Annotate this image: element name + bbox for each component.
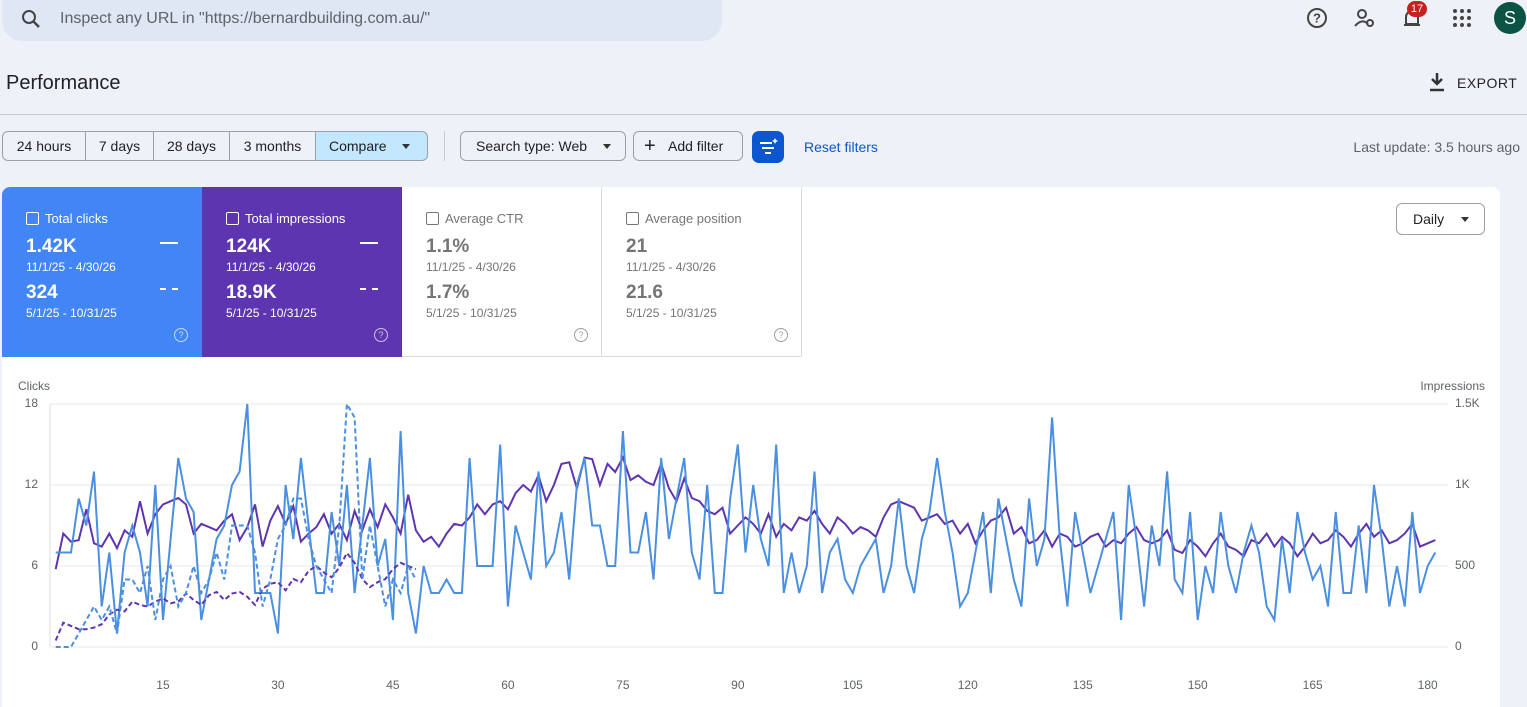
y-axis-label: Clicks [18, 379, 50, 393]
metric-previous: 1.7% [426, 282, 470, 303]
granularity-select[interactable]: Daily [1396, 203, 1485, 235]
search-type-button[interactable]: Search type: Web [460, 131, 626, 161]
metric-card[interactable]: Total impressions 124K 11/1/25 - 4/30/26… [202, 187, 402, 357]
y2-tick-label: 500 [1455, 558, 1475, 572]
dropdown-arrow [1461, 217, 1469, 226]
previous-line [55, 400, 417, 648]
search-placeholder: Inspect any URL in "https://bernardbuild… [60, 10, 431, 27]
y2-tick-label: 0 [1455, 639, 1462, 653]
metric-card[interactable]: Average position 21 11/1/25 - 4/30/26 21… [602, 187, 802, 357]
range-button[interactable]: 7 days [85, 131, 154, 161]
apps-icon[interactable] [1452, 8, 1472, 28]
metric-label: Average position [645, 211, 742, 226]
notification-badge: 17 [1407, 1, 1427, 17]
dashed-legend [160, 288, 178, 290]
x-tick-label: 30 [271, 678, 285, 692]
solid-legend [360, 242, 378, 244]
metric-label: Total impressions [245, 211, 346, 226]
filter-icon-button[interactable] [752, 131, 784, 163]
metric-current-range: 11/1/25 - 4/30/26 [26, 260, 116, 274]
x-tick-label: 105 [843, 678, 863, 692]
metric-previous-range: 5/1/25 - 10/31/25 [426, 306, 517, 320]
add-filter-label: Add filter [668, 138, 724, 154]
x-tick-label: 75 [616, 678, 630, 692]
y-tick-label: 18 [25, 396, 39, 410]
dropdown-arrow [402, 144, 410, 153]
metric-card[interactable]: Total clicks 1.42K 11/1/25 - 4/30/26 324… [2, 187, 202, 357]
x-tick-label: 180 [1418, 678, 1438, 692]
metric-label: Average CTR [445, 211, 524, 226]
x-tick-label: 135 [1073, 678, 1093, 692]
x-tick-label: 150 [1188, 678, 1208, 692]
previous-line [54, 551, 417, 641]
add-filter-button[interactable]: + Add filter [633, 131, 743, 161]
solid-legend [160, 242, 178, 244]
search-icon [22, 10, 40, 28]
search-type-label: Search type: Web [476, 138, 588, 154]
checkbox[interactable] [26, 212, 39, 225]
x-tick-label: 15 [156, 678, 170, 692]
range-button[interactable]: 3 months [229, 131, 316, 161]
metric-current: 1.42K [26, 236, 77, 257]
checkbox[interactable] [226, 212, 239, 225]
x-tick-label: 120 [958, 678, 978, 692]
checkbox[interactable] [626, 212, 639, 225]
metric-current-range: 11/1/25 - 4/30/26 [226, 260, 316, 274]
current-line [55, 403, 1437, 634]
help-icon[interactable]: ? [174, 328, 188, 342]
y2-tick-label: 1.5K [1455, 396, 1480, 410]
metric-card[interactable]: Average CTR 1.1% 11/1/25 - 4/30/26 1.7% … [402, 187, 602, 357]
metric-previous-range: 5/1/25 - 10/31/25 [226, 306, 317, 320]
help-icon[interactable]: ? [1305, 6, 1329, 30]
metric-previous-range: 5/1/25 - 10/31/25 [26, 306, 117, 320]
metric-current: 21 [626, 236, 648, 257]
svg-text:?: ? [1313, 10, 1321, 25]
help-icon[interactable]: ? [774, 328, 788, 342]
y-tick-label: 12 [25, 477, 39, 491]
metric-current-range: 11/1/25 - 4/30/26 [426, 260, 516, 274]
last-update: Last update: 3.5 hours ago [1353, 139, 1520, 155]
user-settings-icon[interactable] [1352, 6, 1376, 30]
y-tick-label: 6 [31, 558, 38, 572]
plus-icon: + [644, 135, 656, 157]
page-title: Performance [6, 72, 121, 94]
separator [444, 131, 445, 161]
granularity-label: Daily [1413, 211, 1445, 227]
export-button[interactable]: EXPORT [1457, 75, 1518, 91]
x-tick-label: 60 [501, 678, 515, 692]
dashed-legend [360, 288, 378, 290]
y2-tick-label: 1K [1455, 477, 1470, 491]
metric-previous: 21.6 [626, 282, 663, 303]
y2-axis-label: Impressions [1420, 379, 1485, 393]
x-tick-label: 45 [386, 678, 400, 692]
range-button[interactable]: 24 hours [2, 131, 86, 161]
help-icon[interactable]: ? [374, 328, 388, 342]
metric-previous: 18.9K [226, 282, 277, 303]
search-bar[interactable]: Inspect any URL in "https://bernardbuild… [2, 0, 722, 41]
compare-button[interactable]: Compare [315, 131, 428, 161]
range-button[interactable]: 28 days [153, 131, 230, 161]
reset-filters[interactable]: Reset filters [804, 139, 878, 155]
help-icon[interactable]: ? [574, 328, 588, 342]
metric-previous: 324 [26, 282, 58, 303]
metric-current: 124K [226, 236, 272, 257]
download-icon [1430, 73, 1444, 92]
metric-current: 1.1% [426, 236, 470, 257]
avatar[interactable]: S [1494, 2, 1526, 34]
divider [0, 114, 1527, 115]
y-tick-label: 0 [31, 639, 38, 653]
checkbox[interactable] [426, 212, 439, 225]
compare-label: Compare [329, 138, 387, 154]
x-tick-label: 165 [1303, 678, 1323, 692]
dropdown-arrow [603, 144, 611, 153]
x-tick-label: 90 [731, 678, 745, 692]
metric-previous-range: 5/1/25 - 10/31/25 [626, 306, 717, 320]
metric-current-range: 11/1/25 - 4/30/26 [626, 260, 716, 274]
metric-label: Total clicks [45, 211, 108, 226]
